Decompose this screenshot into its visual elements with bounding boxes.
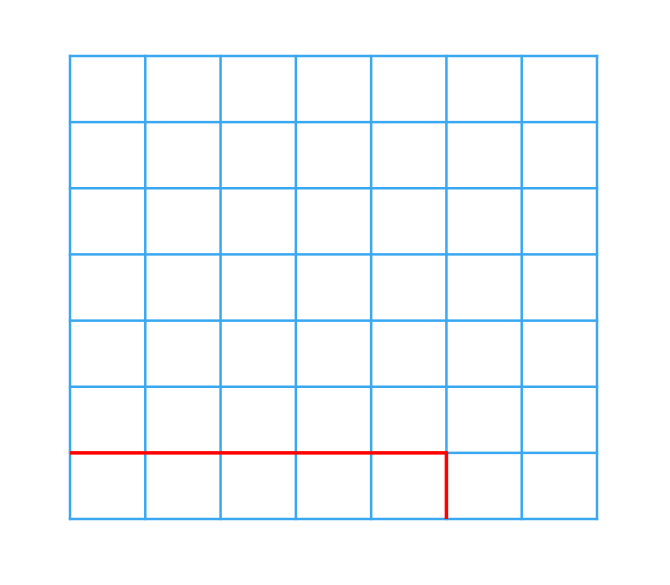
highlight-path	[70, 451, 449, 519]
grid-lines	[68, 54, 599, 521]
highlight-layer	[70, 451, 449, 519]
